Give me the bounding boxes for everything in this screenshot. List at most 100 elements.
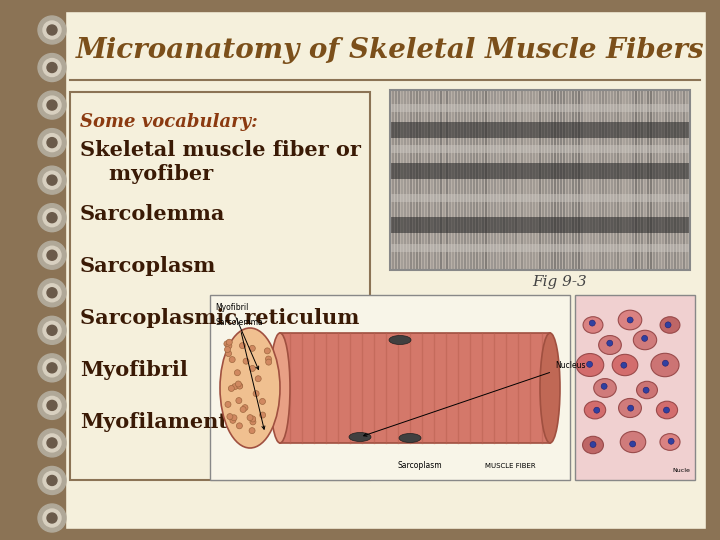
Circle shape — [260, 412, 266, 418]
Circle shape — [43, 396, 61, 414]
Circle shape — [38, 16, 66, 44]
Text: Skeletal muscle fiber or
    myofiber: Skeletal muscle fiber or myofiber — [80, 140, 361, 184]
Circle shape — [43, 471, 61, 489]
Bar — [390, 145, 690, 153]
Circle shape — [38, 504, 66, 532]
Text: Microanatomy of Skeletal Muscle Fibers: Microanatomy of Skeletal Muscle Fibers — [76, 37, 704, 64]
Circle shape — [38, 241, 66, 269]
Text: Sarcoplasmic reticulum: Sarcoplasmic reticulum — [80, 308, 359, 328]
Ellipse shape — [612, 354, 638, 376]
Circle shape — [47, 138, 57, 147]
Circle shape — [621, 362, 627, 368]
Circle shape — [43, 208, 61, 227]
Ellipse shape — [660, 434, 680, 450]
Circle shape — [38, 467, 66, 495]
Circle shape — [665, 322, 671, 328]
Bar — [390, 245, 690, 252]
Circle shape — [226, 343, 232, 349]
Circle shape — [662, 360, 668, 366]
Circle shape — [243, 358, 249, 364]
Circle shape — [264, 348, 270, 354]
Circle shape — [225, 401, 231, 407]
Text: Myofilaments: Myofilaments — [80, 412, 240, 432]
Circle shape — [590, 442, 596, 448]
Circle shape — [47, 100, 57, 110]
Text: MUSCLE FIBER: MUSCLE FIBER — [485, 463, 535, 469]
Circle shape — [235, 381, 241, 387]
Circle shape — [47, 400, 57, 410]
Circle shape — [225, 350, 232, 356]
Text: Sarcolemma: Sarcolemma — [215, 318, 265, 429]
Ellipse shape — [620, 431, 646, 453]
Circle shape — [643, 387, 649, 393]
Circle shape — [235, 370, 240, 376]
Bar — [70, 92, 370, 480]
Ellipse shape — [598, 335, 621, 354]
Circle shape — [227, 414, 233, 420]
Text: Nucle: Nucle — [672, 468, 690, 473]
Text: Sarcoplasm: Sarcoplasm — [80, 256, 217, 276]
Circle shape — [43, 133, 61, 152]
Circle shape — [587, 361, 593, 367]
Circle shape — [43, 509, 61, 527]
Circle shape — [232, 383, 238, 390]
Circle shape — [628, 405, 634, 411]
Circle shape — [38, 354, 66, 382]
Circle shape — [47, 63, 57, 72]
Text: Sarcolemma: Sarcolemma — [80, 204, 225, 224]
Circle shape — [47, 25, 57, 35]
Bar — [390, 90, 690, 270]
Bar — [65, 11, 706, 529]
Text: Nucleus: Nucleus — [364, 361, 585, 436]
Circle shape — [250, 419, 256, 425]
Ellipse shape — [220, 328, 280, 448]
Ellipse shape — [583, 316, 603, 333]
Circle shape — [38, 129, 66, 157]
Circle shape — [240, 407, 246, 413]
Circle shape — [47, 475, 57, 485]
Circle shape — [266, 356, 271, 362]
Circle shape — [38, 91, 66, 119]
Circle shape — [249, 346, 256, 352]
Text: Some vocabulary:: Some vocabulary: — [80, 113, 258, 131]
Ellipse shape — [349, 433, 371, 442]
Circle shape — [594, 407, 600, 413]
Circle shape — [601, 383, 607, 389]
Circle shape — [255, 376, 261, 382]
Circle shape — [229, 356, 235, 362]
Circle shape — [266, 359, 271, 365]
Circle shape — [237, 383, 243, 389]
Text: Fig 9-3: Fig 9-3 — [533, 275, 588, 289]
Circle shape — [47, 250, 57, 260]
Bar — [280, 333, 550, 443]
Circle shape — [242, 404, 248, 410]
Circle shape — [250, 416, 256, 422]
Circle shape — [225, 347, 230, 353]
Circle shape — [668, 438, 674, 444]
Ellipse shape — [582, 436, 603, 454]
Ellipse shape — [618, 310, 642, 330]
Circle shape — [236, 397, 242, 403]
Ellipse shape — [651, 353, 679, 377]
Circle shape — [38, 166, 66, 194]
Ellipse shape — [576, 354, 604, 376]
Bar — [575, 295, 695, 480]
Circle shape — [43, 321, 61, 339]
Ellipse shape — [660, 317, 680, 333]
Ellipse shape — [270, 333, 290, 443]
Circle shape — [38, 204, 66, 232]
Circle shape — [249, 366, 256, 372]
Text: Myofibril: Myofibril — [215, 303, 258, 369]
Circle shape — [664, 407, 670, 413]
Circle shape — [47, 438, 57, 448]
Bar — [390, 90, 690, 270]
Circle shape — [630, 441, 636, 447]
Circle shape — [47, 175, 57, 185]
Circle shape — [43, 284, 61, 302]
Circle shape — [236, 383, 243, 389]
Circle shape — [38, 429, 66, 457]
Circle shape — [231, 415, 237, 421]
Circle shape — [589, 320, 595, 326]
Ellipse shape — [618, 399, 642, 417]
Ellipse shape — [634, 330, 657, 350]
